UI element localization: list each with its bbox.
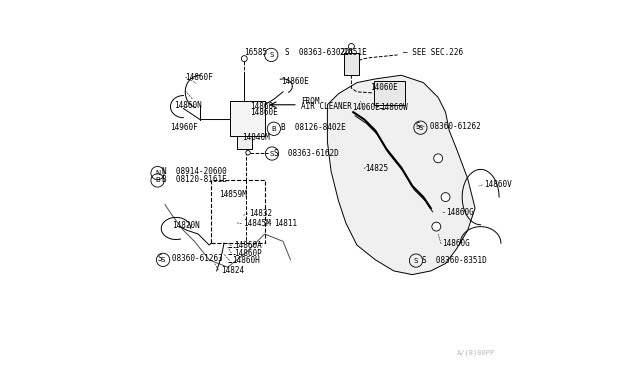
Text: B  08126-8402E: B 08126-8402E (281, 123, 346, 132)
Text: S: S (414, 257, 418, 264)
Text: 14811: 14811 (274, 219, 297, 228)
Text: N: N (155, 170, 160, 176)
Text: 14860A: 14860A (234, 241, 262, 250)
Circle shape (441, 193, 450, 202)
Text: 14860G: 14860G (443, 240, 470, 248)
Bar (230, 101, 264, 136)
Bar (237, 136, 252, 149)
Text: 14860E: 14860E (281, 77, 309, 86)
Text: 14860W: 14860W (380, 103, 408, 112)
Text: S  08360-61262: S 08360-61262 (416, 122, 481, 131)
Text: 14060E: 14060E (353, 103, 380, 112)
Bar (374, 81, 405, 105)
Circle shape (434, 154, 443, 163)
Circle shape (348, 44, 355, 49)
Text: 14960F: 14960F (170, 123, 198, 132)
Text: S: S (161, 257, 165, 263)
Text: A/(8)00PP: A/(8)00PP (457, 349, 495, 356)
Text: 14859M: 14859M (220, 190, 247, 199)
Circle shape (241, 56, 247, 62)
Text: 14824: 14824 (221, 266, 244, 275)
Text: 14860F: 14860F (185, 73, 213, 81)
Text: S  08363-6162D: S 08363-6162D (274, 149, 339, 158)
Text: 14860H: 14860H (232, 256, 260, 265)
Text: 14860G: 14860G (446, 208, 474, 217)
Text: 14860: 14860 (250, 102, 273, 111)
Text: B: B (155, 177, 160, 183)
Text: S  08360-8351D: S 08360-8351D (422, 256, 486, 265)
Polygon shape (328, 75, 475, 275)
Text: AIR CLEANER: AIR CLEANER (301, 103, 351, 112)
Text: 22651E: 22651E (340, 48, 367, 57)
Text: — SEE SEC.226: — SEE SEC.226 (403, 48, 463, 57)
Text: 14840M: 14840M (243, 133, 270, 142)
Bar (344, 53, 359, 75)
Text: N  08914-20600: N 08914-20600 (162, 167, 227, 176)
Text: 14825: 14825 (365, 164, 388, 173)
Text: 14060E: 14060E (370, 83, 397, 92)
Text: 14860N: 14860N (174, 101, 202, 110)
Text: S: S (419, 125, 422, 131)
Bar (211, 180, 264, 243)
Text: S: S (270, 151, 274, 157)
Circle shape (246, 151, 250, 155)
Text: S  08360-61263: S 08360-61263 (158, 254, 223, 263)
Text: S: S (269, 52, 273, 58)
Text: 14820N: 14820N (172, 221, 200, 230)
Text: 14860E: 14860E (251, 108, 278, 118)
Text: 16585: 16585 (244, 48, 268, 57)
Text: B: B (271, 126, 276, 132)
Circle shape (432, 222, 441, 231)
Text: B  08120-8161E: B 08120-8161E (162, 175, 227, 184)
Text: 14860P: 14860P (234, 249, 262, 258)
Text: 14860V: 14860V (484, 180, 512, 189)
Text: FROM: FROM (301, 97, 319, 106)
Text: 14832: 14832 (249, 209, 272, 218)
Text: S  08363-6302D: S 08363-6302D (285, 48, 349, 57)
Text: 14845M: 14845M (243, 219, 271, 228)
